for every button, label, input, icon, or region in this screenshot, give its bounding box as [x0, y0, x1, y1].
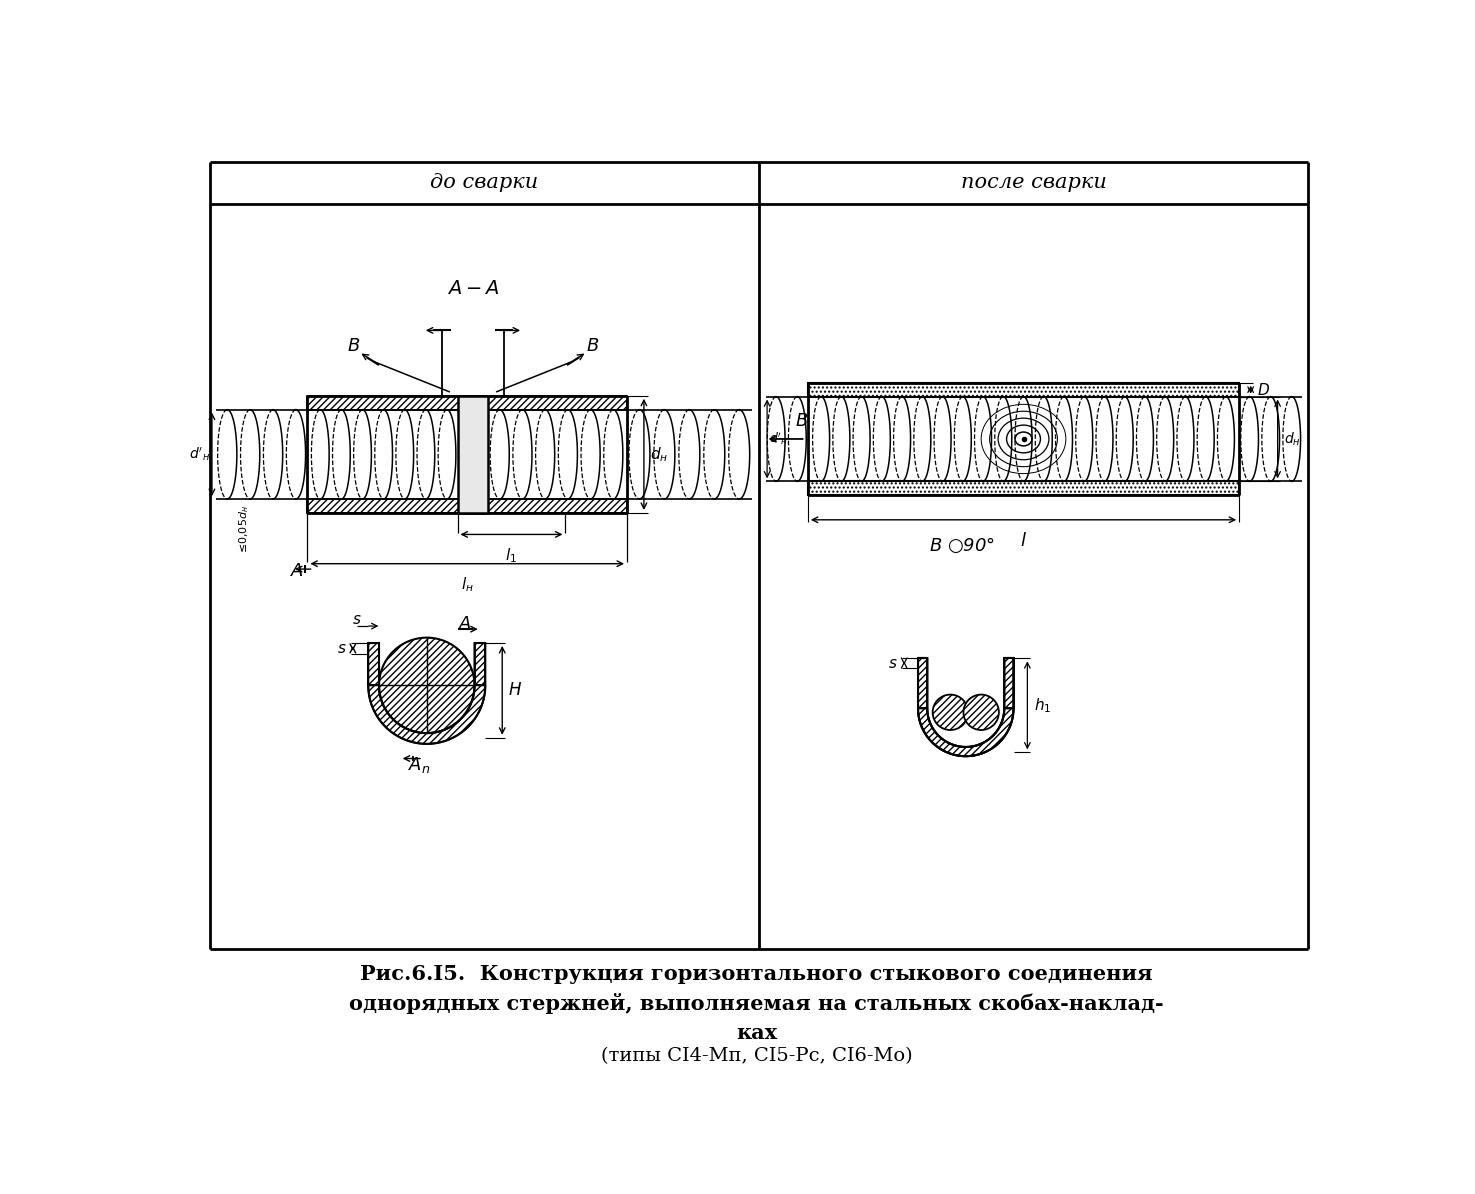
Polygon shape: [808, 383, 1239, 396]
Polygon shape: [1004, 658, 1013, 708]
Text: ≤0,05$d_н$: ≤0,05$d_н$: [237, 505, 251, 553]
Text: $s$: $s$: [353, 613, 361, 627]
Polygon shape: [457, 396, 488, 513]
Polygon shape: [307, 499, 627, 513]
Text: $l$: $l$: [1021, 533, 1027, 550]
Text: $s$: $s$: [888, 656, 898, 671]
Text: $d'_н$: $d'_н$: [189, 445, 209, 463]
Text: ках: ках: [736, 1022, 777, 1042]
Text: $d'_н$: $d'_н$: [768, 431, 788, 448]
Circle shape: [379, 638, 475, 733]
Text: $A$: $A$: [459, 615, 472, 633]
Polygon shape: [475, 644, 485, 685]
Text: после сварки: после сварки: [960, 173, 1106, 192]
Text: (типы СI4-Мп, СI5-Рс, СI6-Мо): (типы СI4-Мп, СI5-Рс, СI6-Мо): [600, 1047, 912, 1065]
Text: $A-A$: $A-A$: [447, 278, 499, 297]
Text: $l_н$: $l_н$: [460, 576, 473, 593]
Text: $B$ ○90°: $B$ ○90°: [929, 536, 996, 555]
Text: $A$: $A$: [289, 561, 304, 579]
Text: $s$: $s$: [338, 641, 347, 656]
Text: однорядных стержней, выполняемая на стальных скобах-наклад-: однорядных стержней, выполняемая на стал…: [350, 993, 1164, 1015]
Text: $D$: $D$: [1257, 382, 1270, 398]
Text: $d_н$: $d_н$: [650, 445, 668, 463]
Text: $A_n$: $A_n$: [409, 756, 431, 775]
Circle shape: [963, 695, 999, 730]
Text: $d_н$: $d_н$: [1283, 430, 1301, 448]
Wedge shape: [369, 685, 485, 744]
Text: $B$: $B$: [586, 337, 599, 355]
Text: $B$: $B$: [795, 412, 808, 430]
Text: $B$: $B$: [347, 337, 360, 355]
Polygon shape: [307, 396, 627, 410]
Polygon shape: [369, 644, 379, 685]
Text: Рис.6.I5.  Конструкция горизонтального стыкового соединения: Рис.6.I5. Конструкция горизонтального ст…: [360, 964, 1152, 984]
Text: $l_1$: $l_1$: [506, 546, 518, 565]
Text: $h_1$: $h_1$: [1034, 696, 1050, 715]
Polygon shape: [808, 481, 1239, 496]
Polygon shape: [917, 658, 928, 708]
Wedge shape: [917, 708, 1013, 756]
Text: $H$: $H$: [509, 682, 522, 700]
Circle shape: [932, 695, 968, 730]
Text: до сварки: до сварки: [431, 173, 538, 192]
